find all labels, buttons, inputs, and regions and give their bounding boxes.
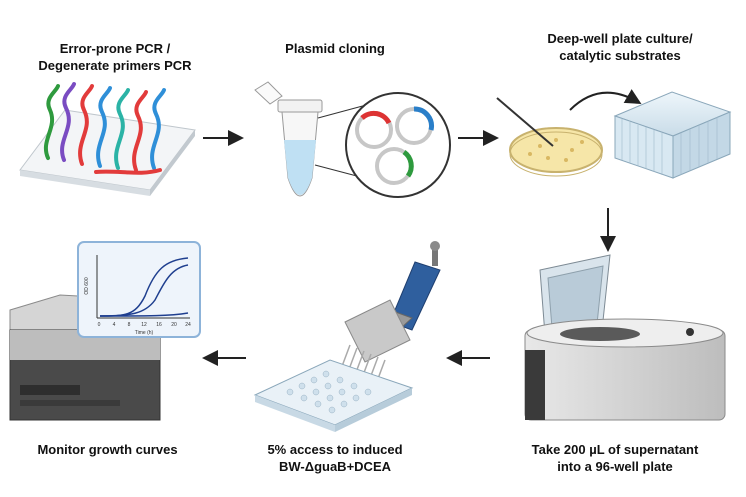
step-2-line1: Plasmid cloning [285,41,385,56]
step-6-line1: Monitor growth curves [37,442,178,457]
tube-icon [254,81,323,197]
dna-gel-icon [19,82,196,196]
step-6-label: Monitor growth curves [20,441,195,458]
step-1-line2: Degenerate primers PCR [38,58,192,73]
step-4-line2: into a 96-well plate [557,459,673,474]
chart-tick-1: 4 [113,322,116,328]
plasmid-zoom-icon [345,92,451,198]
step-5-line1: 5% access to induced [267,442,403,457]
deep-well-plate-icon [613,91,732,179]
chart-tick-5: 20 [171,322,177,328]
chart-ylabel: OD 600 [84,277,90,294]
petri-dish-icon [509,127,603,177]
96-well-plate-icon [253,359,414,432]
step-3-line1: Deep-well plate culture/ [547,31,693,46]
step-4-label: Take 200 µL of supernatant into a 96-wel… [505,441,725,475]
chart-tick-2: 8 [128,322,131,328]
centrifuge-icon [524,254,726,421]
step-5-line2: BW-ΔguaB+DCEA [279,459,391,474]
inoculation-loop [496,97,554,147]
chart-tick-0: 0 [98,322,101,328]
step-1-line1: Error-prone PCR / [59,41,171,56]
chart-tick-6: 24 [185,322,191,328]
zoom-line-top [317,103,371,119]
step-5-label: 5% access to induced BW-ΔguaB+DCEA [240,441,430,475]
step-3-label: Deep-well plate culture/ catalytic subst… [520,30,720,64]
multichannel-pipette-icon [334,241,441,401]
step-4-line1: Take 200 µL of supernatant [531,442,699,457]
chart-tick-3: 12 [141,322,147,328]
step-2-label: Plasmid cloning [260,40,410,57]
chart-xlabel: Time (h) [135,330,154,336]
transfer-arrow [569,89,642,111]
step-3-line2: catalytic substrates [559,48,681,63]
growth-curve-chart: OD 600 Time (h) 0 4 8 12 16 20 24 [77,241,201,338]
step-1-label: Error-prone PCR / Degenerate primers PCR [20,40,210,74]
chart-tick-4: 16 [156,322,162,328]
